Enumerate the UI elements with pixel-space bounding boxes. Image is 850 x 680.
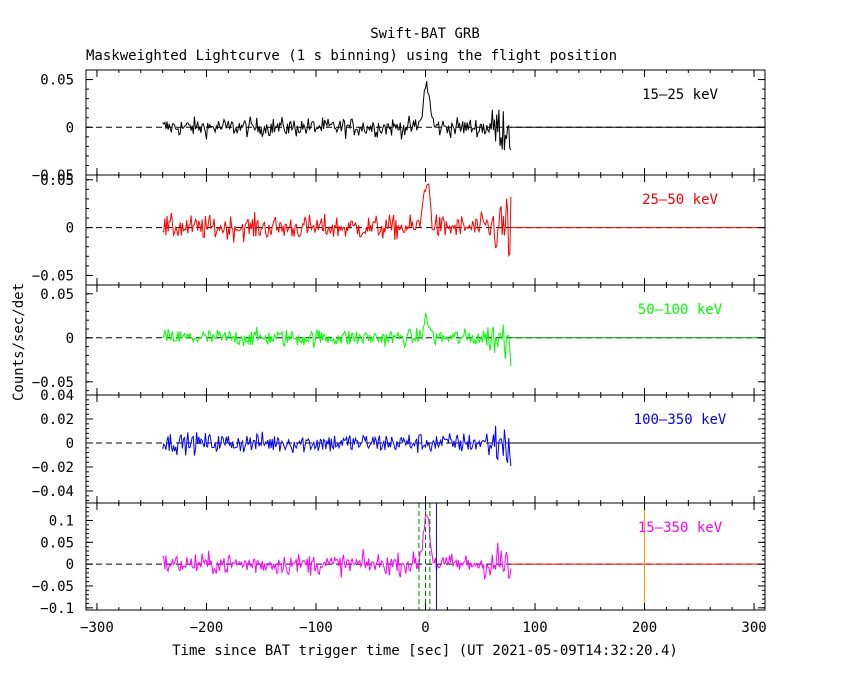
y-tick-label: 0 [66, 120, 74, 136]
panel-3: −0.05 0 0.05 50–100 keV [32, 284, 766, 396]
x-tick-label: 300 [741, 620, 766, 636]
x-tick-label: 200 [632, 620, 657, 636]
y-tick-label: −0.05 [32, 375, 74, 391]
lightcurve-series [162, 81, 512, 151]
band-label: 15–350 keV [638, 520, 723, 536]
lightcurve-series [162, 425, 512, 467]
x-tick-label: −200 [190, 620, 224, 636]
y-tick-label: −0.02 [32, 460, 74, 476]
y-tick-label: −0.05 [32, 168, 74, 184]
y-tick-label: −0.05 [32, 579, 74, 595]
y-tick-label: −0.05 [32, 268, 74, 284]
y-tick-label: 0.05 [40, 73, 74, 89]
y-axis-label: Counts/sec/det [11, 283, 27, 401]
band-label: 100–350 keV [634, 412, 727, 428]
lightcurve-series [162, 183, 512, 258]
panel-2: −0.05 0 0.05 25–50 keV [32, 173, 766, 286]
panel-4: −0.04 −0.02 0 0.02 0.04 100–350 keV [32, 388, 766, 504]
y-tick-label: 0.05 [40, 535, 74, 551]
band-label: 50–100 keV [638, 302, 723, 318]
x-tick-label: −300 [80, 620, 114, 636]
x-tick-label: 0 [421, 620, 429, 636]
lightcurve-series [162, 313, 512, 367]
y-tick-label: 0.04 [40, 388, 74, 404]
y-tick-label: 0.1 [49, 513, 74, 529]
band-label: 25–50 keV [642, 192, 718, 208]
chart-title: Swift-BAT GRB [370, 26, 480, 42]
y-tick-label: −0.1 [40, 601, 74, 617]
x-tick-label: 100 [522, 620, 547, 636]
chart-subtitle: Maskweighted Lightcurve (1 s binning) us… [86, 48, 617, 64]
panel-1: −0.05 0 0.05 15–25 keV [32, 69, 766, 184]
x-tick-label: −100 [299, 620, 333, 636]
y-tick-label: 0 [66, 221, 74, 237]
y-tick-label: 0 [66, 331, 74, 347]
band-label: 15–25 keV [642, 87, 718, 103]
lightcurve-series [162, 513, 512, 580]
y-tick-label: −0.04 [32, 484, 74, 500]
panel-5: −0.1 −0.05 0 0.05 0.1 15–350 keV [32, 502, 766, 617]
y-tick-label: 0.05 [40, 287, 74, 303]
y-tick-label: 0 [66, 557, 74, 573]
y-tick-label: 0 [66, 436, 74, 452]
y-tick-label: 0.05 [40, 173, 74, 189]
y-tick-label: 0.02 [40, 412, 74, 428]
x-axis-label: Time since BAT trigger time [sec] (UT 20… [172, 643, 678, 659]
